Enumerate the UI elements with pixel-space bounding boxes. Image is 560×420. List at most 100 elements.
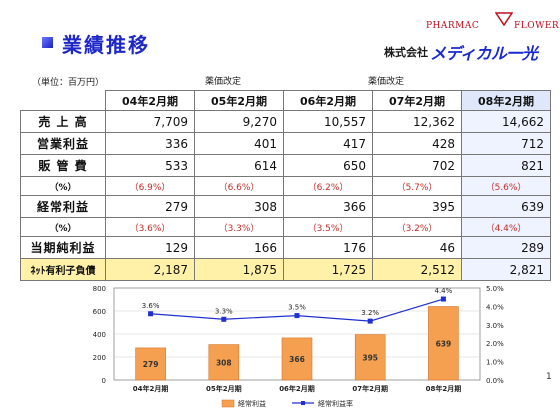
row-label: （%） [20, 176, 106, 196]
row-label: 売 上 高 [20, 110, 106, 133]
ratio-data-label: 4.4% [435, 287, 453, 295]
table-cell: （4.4%） [461, 217, 551, 237]
row-label: 当期純利益 [20, 236, 106, 259]
title-bullet-icon [42, 37, 53, 48]
ratio-point [440, 296, 446, 302]
y2-tick-label: 3.0% [486, 322, 504, 330]
financial-table: 04年2月期 05年2月期 06年2月期 07年2月期 08年2月期 売 上 高… [20, 90, 551, 281]
table-cell: （3.6%） [105, 217, 195, 237]
ratio-point [294, 313, 300, 319]
table-header-row: 04年2月期 05年2月期 06年2月期 07年2月期 08年2月期 [21, 90, 551, 111]
table-cell: 46 [372, 236, 462, 259]
logo-pharmac-text: PHARMAC [426, 21, 480, 31]
ratio-point [148, 311, 154, 317]
table-row-sga-ratio: （%） （6.9%） （6.6%） （6.2%） （5.7%） （5.6%） [20, 176, 551, 196]
x-tick-label: 07年2月期 [352, 384, 388, 393]
table-cell: 2,821 [461, 258, 551, 281]
row-label: 経常利益 [20, 195, 106, 218]
bar [208, 344, 240, 381]
company-prefix: 株式会社 [384, 46, 428, 59]
x-tick-label: 04年2月期 [133, 384, 169, 393]
y2-tick-label: 5.0% [486, 285, 504, 293]
bar-data-label: 639 [436, 339, 452, 348]
price-revision-note-07: 薬価改定 [368, 77, 405, 87]
row-label: 販 管 費 [20, 154, 106, 177]
x-tick-label: 08年2月期 [426, 384, 462, 393]
table-cell: 289 [461, 236, 551, 259]
y2-tick-label: 2.0% [486, 340, 504, 348]
bar [354, 334, 386, 381]
ratio-data-label: 3.6% [142, 302, 160, 310]
table-cell: （5.7%） [372, 176, 462, 196]
table-cell: （6.6%） [194, 176, 284, 196]
table-cell: 650 [283, 154, 373, 177]
y2-tick-label: 0.0% [486, 377, 504, 385]
column-header: 07年2月期 [372, 90, 462, 111]
y-tick-label: 600 [93, 308, 106, 316]
table-cell: 1,875 [194, 258, 284, 281]
table-cell: 7,709 [105, 110, 195, 133]
bar [281, 337, 313, 381]
table-row-operating-profit: 営業利益 336 401 417 428 712 [20, 132, 551, 155]
header-corner [21, 91, 106, 111]
x-tick-label: 06年2月期 [279, 384, 315, 393]
legend-label-line: 経常利益率 [318, 399, 353, 408]
logo-flower-text: FLOWER [514, 21, 560, 31]
table-cell: 176 [283, 236, 373, 259]
unit-label: （単位：百万円） [32, 78, 105, 88]
column-header: 04年2月期 [105, 90, 195, 111]
table-row-ordinary-profit: 経常利益 279 308 366 395 639 [20, 195, 551, 218]
table-cell: 308 [194, 195, 284, 218]
price-revision-note-05: 薬価改定 [205, 77, 242, 87]
header: 業績推移 PHARMAC FLOWER 株式会社 メディカル一光 [0, 0, 560, 70]
ordinary-profit-chart: 0 200 400 600 800 0.0% 1.0% 2.0% 3.0% 4.0% 5.0% 279… [93, 285, 505, 408]
table-row-ordinary-ratio: （%） （3.6%） （3.3%） （3.5%） （3.2%） （4.4%） [20, 217, 551, 237]
ratio-point [367, 318, 373, 324]
table-cell: 614 [194, 154, 284, 177]
logo-triangle-icon [495, 12, 513, 26]
bar-data-label: 279 [143, 360, 159, 369]
table-cell: （3.3%） [194, 217, 284, 237]
company-name: メディカル一光 [430, 44, 538, 63]
table-cell: 533 [105, 154, 195, 177]
row-label: （%） [20, 217, 106, 237]
table-cell: （5.6%） [461, 176, 551, 196]
legend-label-bar: 経常利益 [238, 399, 266, 408]
table-cell: 417 [283, 132, 373, 155]
table-row-sales: 売 上 高 7,709 9,270 10,557 12,362 14,662 [20, 110, 551, 133]
ratio-data-label: 3.3% [215, 307, 233, 315]
legend-line-marker [301, 401, 305, 405]
y2-tick-label: 4.0% [486, 303, 504, 311]
bar-data-label: 366 [289, 355, 305, 364]
table-cell: 639 [461, 195, 551, 218]
table-cell: 12,362 [372, 110, 462, 133]
column-header: 06年2月期 [283, 90, 373, 111]
table-cell: 9,270 [194, 110, 284, 133]
bar-data-label: 395 [362, 353, 378, 362]
table-cell: 1,725 [283, 258, 373, 281]
table-cell: 395 [372, 195, 462, 218]
legend-bar-swatch [221, 399, 235, 408]
table-row-net-income: 当期純利益 129 166 176 46 289 [20, 236, 551, 259]
table-cell: 14,662 [461, 110, 551, 133]
page-number: 1 [546, 372, 552, 382]
table-cell: 2,187 [105, 258, 195, 281]
y-tick-label: 800 [93, 285, 106, 293]
table-cell: 712 [461, 132, 551, 155]
table-cell: （6.2%） [283, 176, 373, 196]
company-logo: 株式会社 メディカル一光 [384, 40, 554, 63]
table-row-net-debt: ﾈｯﾄ有利子負債 2,187 1,875 1,725 2,512 2,821 [20, 258, 551, 281]
table-cell: 129 [105, 236, 195, 259]
table-cell: 10,557 [283, 110, 373, 133]
table-cell: 366 [283, 195, 373, 218]
column-header: 08年2月期 [461, 90, 551, 111]
y2-tick-label: 1.0% [486, 359, 504, 367]
bar-data-label: 308 [216, 358, 232, 367]
table-cell: 401 [194, 132, 284, 155]
table-cell: 702 [372, 154, 462, 177]
x-tick-label: 05年2月期 [206, 384, 242, 393]
ratio-data-label: 3.5% [288, 304, 306, 312]
table-cell: 166 [194, 236, 284, 259]
table-cell: 2,512 [372, 258, 462, 281]
bar [428, 306, 459, 381]
